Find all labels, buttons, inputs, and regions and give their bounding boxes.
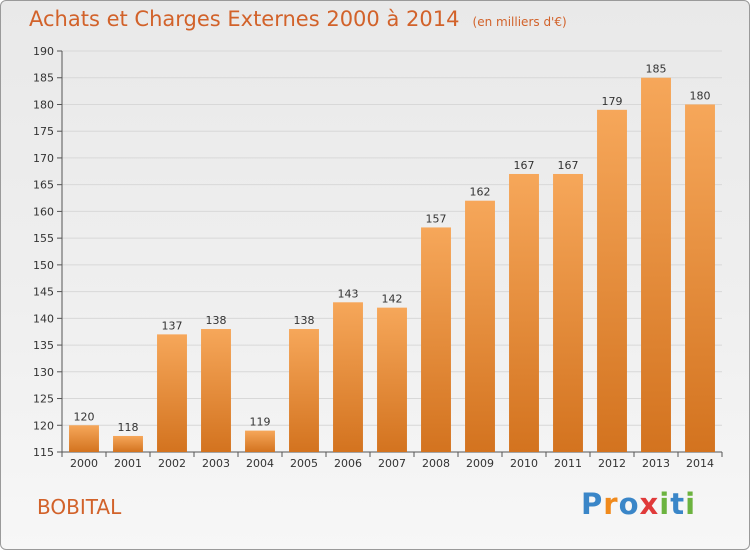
- bar: [685, 104, 715, 452]
- x-tick-label: 2009: [466, 457, 494, 470]
- bars: [69, 77, 715, 453]
- y-tick-label: 120: [33, 419, 54, 432]
- bar: [597, 109, 627, 453]
- x-tick-label: 2000: [70, 457, 98, 470]
- data-label: 167: [514, 159, 535, 172]
- bar: [289, 329, 319, 452]
- y-tick-label: 115: [33, 446, 54, 459]
- data-label: 138: [294, 314, 315, 327]
- data-label: 167: [558, 159, 579, 172]
- x-tick-label: 2013: [642, 457, 670, 470]
- y-tick-label: 125: [33, 393, 54, 406]
- bar: [69, 425, 99, 452]
- chart-subtitle: (en milliers d'€): [472, 15, 567, 29]
- y-tick-label: 165: [33, 179, 54, 192]
- logo-letter: i: [659, 487, 671, 521]
- x-tick-label: 2007: [378, 457, 406, 470]
- bar: [377, 307, 407, 452]
- logo-letter: r: [603, 487, 619, 521]
- logo-letter: o: [618, 487, 640, 521]
- y-tick-label: 160: [33, 205, 54, 218]
- data-label: 142: [382, 293, 403, 306]
- data-label: 185: [646, 63, 667, 76]
- data-label: 180: [690, 89, 711, 102]
- proxiti-logo: Proxiti: [581, 487, 696, 521]
- y-tick-label: 175: [33, 125, 54, 138]
- x-tick-label: 2001: [114, 457, 142, 470]
- y-tick-label: 135: [33, 339, 54, 352]
- x-tick-label: 2002: [158, 457, 186, 470]
- bar: [509, 173, 539, 452]
- data-label: 157: [426, 212, 447, 225]
- data-label: 143: [338, 287, 359, 300]
- bar: [201, 329, 231, 452]
- y-tick-label: 190: [33, 45, 54, 58]
- x-tick-label: 2008: [422, 457, 450, 470]
- x-tick-label: 2006: [334, 457, 362, 470]
- bar: [641, 77, 671, 452]
- x-tick-label: 2003: [202, 457, 230, 470]
- y-tick-label: 185: [33, 72, 54, 85]
- x-tick-label: 2012: [598, 457, 626, 470]
- bar: [157, 334, 187, 452]
- data-label: 137: [162, 319, 183, 332]
- data-label: 179: [602, 95, 623, 108]
- title-row: Achats et Charges Externes 2000 à 2014 (…: [29, 7, 567, 31]
- data-label: 162: [470, 186, 491, 199]
- y-tick-label: 155: [33, 232, 54, 245]
- y-tick-label: 130: [33, 366, 54, 379]
- y-tick-label: 170: [33, 152, 54, 165]
- logo-letter: x: [639, 487, 660, 521]
- data-labels: 120 118 137 138 119 138 143 142 157 162 167 167 179 1…: [74, 63, 711, 434]
- axis: 115 120 125 130 135 140 145 150 155 160 165 170 175 1…: [33, 45, 723, 470]
- logo-letter: P: [581, 487, 604, 521]
- y-tick-label: 145: [33, 286, 54, 299]
- x-tick-label: 2014: [686, 457, 714, 470]
- bar: [553, 173, 583, 452]
- bar: [113, 435, 143, 452]
- commune-name: BOBITAL: [37, 495, 122, 519]
- bar: [465, 200, 495, 452]
- data-label: 118: [118, 421, 139, 434]
- data-label: 138: [206, 314, 227, 327]
- data-label: 119: [250, 416, 271, 429]
- y-tick-label: 140: [33, 312, 54, 325]
- x-tick-label: 2010: [510, 457, 538, 470]
- bar: [421, 227, 451, 452]
- x-tick-label: 2005: [290, 457, 318, 470]
- x-tick-label: 2004: [246, 457, 274, 470]
- data-label: 120: [74, 410, 95, 423]
- logo-letter: i: [685, 487, 697, 521]
- bar: [245, 430, 275, 452]
- chart-title: Achats et Charges Externes 2000 à 2014: [29, 7, 460, 31]
- logo-letter: t: [670, 487, 686, 521]
- y-tick-label: 180: [33, 98, 54, 111]
- bar: [333, 302, 363, 452]
- y-tick-label: 150: [33, 259, 54, 272]
- x-tick-label: 2011: [554, 457, 582, 470]
